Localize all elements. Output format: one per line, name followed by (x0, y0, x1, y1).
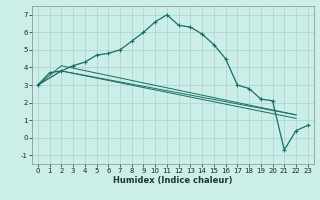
X-axis label: Humidex (Indice chaleur): Humidex (Indice chaleur) (113, 176, 233, 185)
